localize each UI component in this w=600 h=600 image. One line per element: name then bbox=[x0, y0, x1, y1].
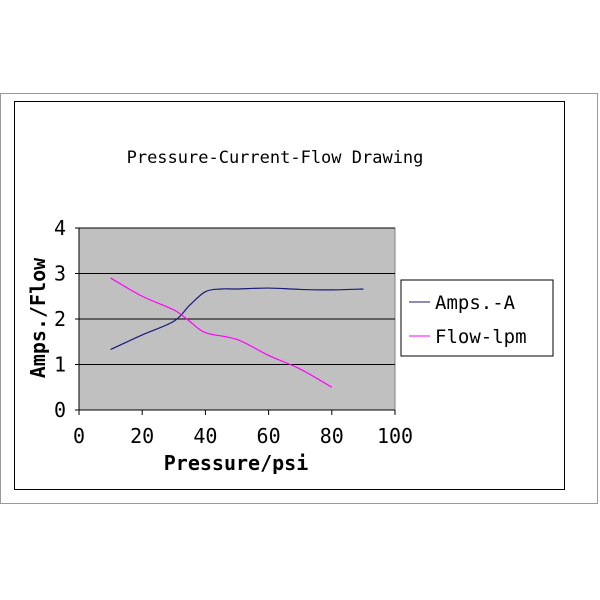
x-tick-label: 60 bbox=[257, 424, 281, 448]
legend-box bbox=[400, 279, 554, 357]
y-tick-label: 0 bbox=[54, 398, 66, 422]
outer-border bbox=[0, 93, 598, 504]
series-line-1 bbox=[110, 277, 333, 388]
legend-label-flow: Flow-lpm bbox=[435, 326, 527, 348]
x-tick-label: 0 bbox=[73, 424, 85, 448]
axes bbox=[75, 227, 396, 415]
y-tick-label: 2 bbox=[54, 307, 66, 331]
x-tick-label: 100 bbox=[377, 424, 413, 448]
x-axis-label: Pressure/psi bbox=[164, 451, 309, 475]
x-tick-label: 20 bbox=[130, 424, 154, 448]
y-tick-label: 4 bbox=[54, 216, 66, 240]
x-tick-label: 80 bbox=[320, 424, 344, 448]
series-lines bbox=[110, 277, 364, 388]
chart-title: Pressure-Current-Flow Drawing bbox=[127, 148, 424, 168]
y-tick-label: 3 bbox=[54, 262, 66, 286]
y-tick-label: 1 bbox=[54, 353, 66, 377]
grid-lines bbox=[79, 227, 395, 365]
legend-label-amps: Amps.-A bbox=[435, 292, 516, 314]
x-tick-label: 40 bbox=[193, 424, 217, 448]
legend: Amps.-A Flow-lpm bbox=[400, 279, 554, 357]
y-axis-label: Amps./Flow bbox=[26, 257, 50, 378]
series-line-0 bbox=[110, 287, 364, 351]
